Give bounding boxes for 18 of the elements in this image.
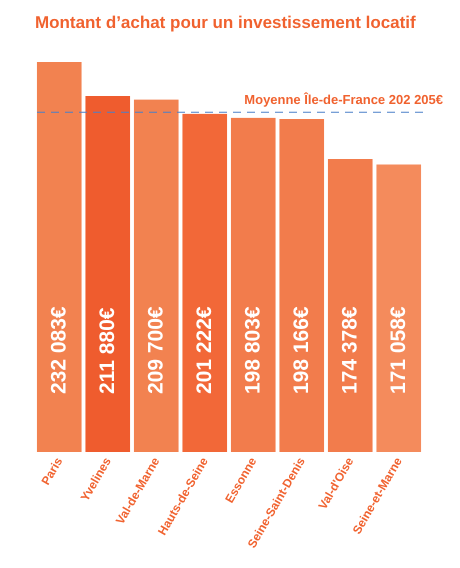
ref-line-label: Moyenne Île-de-France 202 205€ [244,92,443,108]
bar [85,96,130,452]
data-label: 201 222€ [192,306,216,394]
bar [328,158,373,452]
data-label: 198 166€ [290,306,313,394]
data-label: 232 083€ [47,306,70,394]
data-label: 174 378€ [338,306,362,394]
bar [279,118,324,452]
chart-title: Montant d’achat pour un investissement locatif [35,13,416,32]
bar [376,164,422,452]
bar [182,114,228,452]
data-label: 171 058€ [386,306,410,394]
bar [134,100,179,452]
data-label: 209 700€ [144,306,168,394]
data-label: 198 803€ [241,306,264,394]
bar [230,118,276,452]
bar [36,62,82,452]
data-label: 211 880€ [96,307,119,394]
